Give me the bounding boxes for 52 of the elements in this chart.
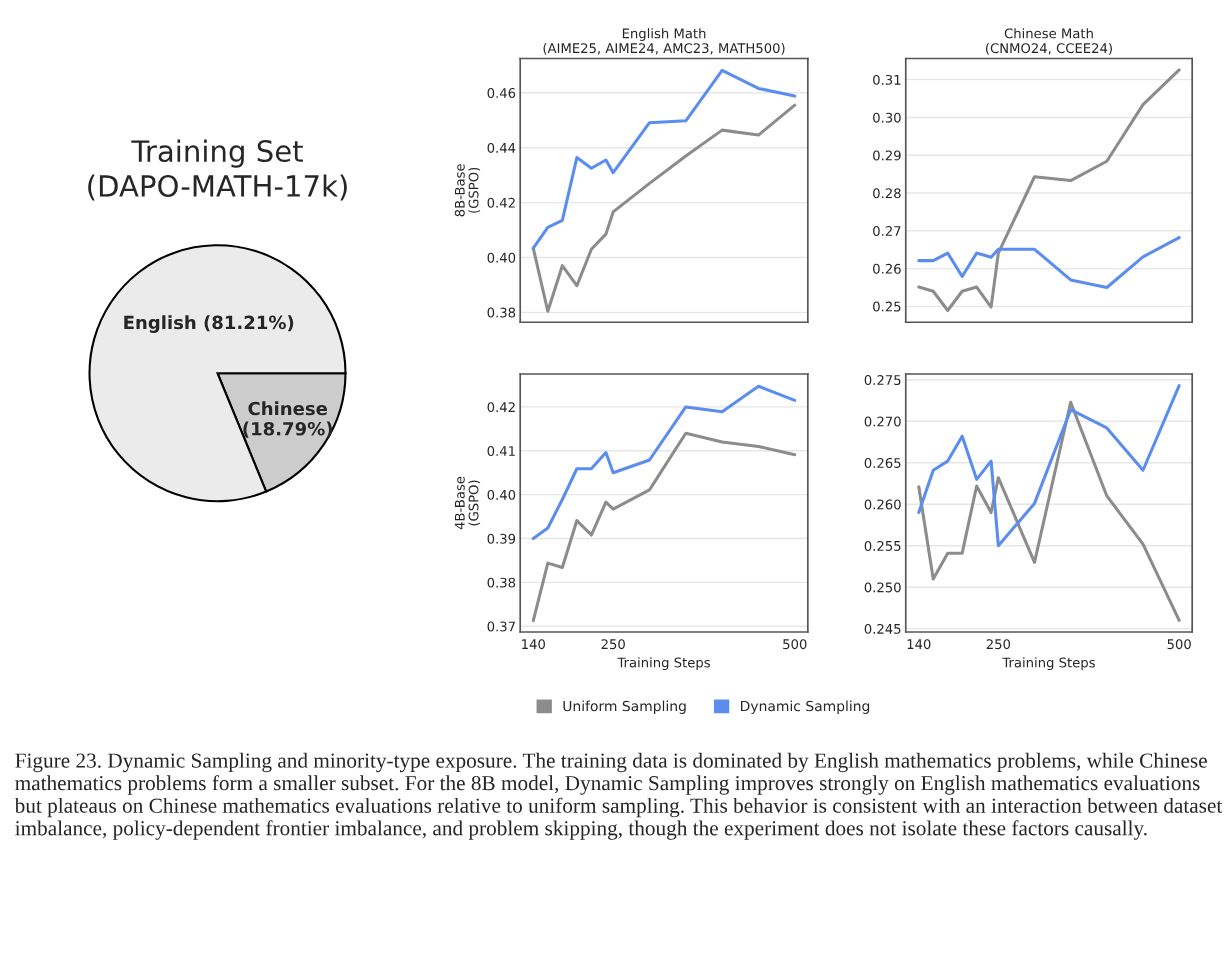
y-tick-label: 0.28 <box>873 188 901 199</box>
y-tick-label: 0.41 <box>487 446 515 456</box>
x-axis-title: Training Steps <box>1002 657 1095 671</box>
line-series <box>531 431 797 623</box>
y-tick-label: 0.275 <box>864 375 901 386</box>
y-tick-label: 0.37 <box>487 621 515 632</box>
y-tick-label: 0.27 <box>873 226 901 236</box>
y-tick-label: 0.29 <box>873 150 901 161</box>
x-axis-title: Training Steps <box>617 657 710 671</box>
y-tick-label: 0.250 <box>864 582 901 593</box>
y-tick-label: 0.40 <box>487 252 516 263</box>
y-tick-label: 0.44 <box>487 142 516 153</box>
y-tick-label: 0.260 <box>864 499 901 510</box>
slice-label: Chinese (18.79%) <box>243 401 332 438</box>
line-series <box>917 384 1181 548</box>
y-tick-label: 0.46 <box>487 88 516 98</box>
y-axis-title: 8B-Base (GSPO) <box>454 164 481 217</box>
y-tick-label: 0.42 <box>487 402 515 413</box>
line-series <box>531 103 797 313</box>
line-series <box>917 236 1181 289</box>
x-tick-label: 500 <box>783 639 807 650</box>
chart-title: Chinese Math (CNMO24, CCEE24) <box>985 28 1112 55</box>
legend-label: Uniform Sampling <box>563 700 686 714</box>
line-series <box>917 400 1181 622</box>
x-tick-label: 500 <box>1167 639 1191 650</box>
caption: Figure 23. Dynamic Sampling and minority-type exposure. The training data is dominated by English mathematics problems, while Chinese mathematics problems form a smaller subset. For the 8B model, Dynamic Sampling improves strongly on English mathematics evaluations but plateaus on Chinese mathematics evaluations relative to uniform sampling. This behavior is consistent with an interaction between dataset imbalance, policy-dependent frontier imbalance, and problem skipping, though the experiment does not isolate these factors causally. <box>14 752 1223 840</box>
line-series <box>531 68 797 250</box>
x-tick-label: 140 <box>907 639 931 650</box>
slice-label: English (81.21%) <box>124 315 294 333</box>
y-tick-label: 0.38 <box>487 577 516 588</box>
chart-title: Training Set (DAPO-MATH-17k) <box>88 139 347 201</box>
y-tick-label: 0.245 <box>864 623 901 634</box>
line-series <box>917 68 1181 313</box>
chart-title: English Math (AIME25, AIME24, AMC23, MATH500) <box>543 28 785 55</box>
y-tick-label: 0.30 <box>873 112 901 123</box>
x-tick-label: 140 <box>522 639 545 650</box>
y-tick-label: 0.38 <box>487 307 516 318</box>
y-tick-label: 0.25 <box>873 301 901 312</box>
pie-slice <box>88 244 347 503</box>
y-tick-label: 0.39 <box>487 533 516 544</box>
y-tick-label: 0.265 <box>864 457 901 468</box>
y-tick-label: 0.255 <box>864 540 901 551</box>
y-tick-label: 0.270 <box>864 416 901 427</box>
y-tick-label: 0.26 <box>873 263 901 274</box>
y-tick-label: 0.42 <box>487 197 515 208</box>
legend-label: Dynamic Sampling <box>741 700 870 714</box>
y-tick-label: 0.40 <box>487 489 516 500</box>
line-series <box>531 384 797 541</box>
y-axis-title: 4B-Base (GSPO) <box>454 476 481 530</box>
x-tick-label: 250 <box>986 639 1011 650</box>
x-tick-label: 250 <box>601 639 625 650</box>
y-tick-label: 0.31 <box>873 74 901 85</box>
